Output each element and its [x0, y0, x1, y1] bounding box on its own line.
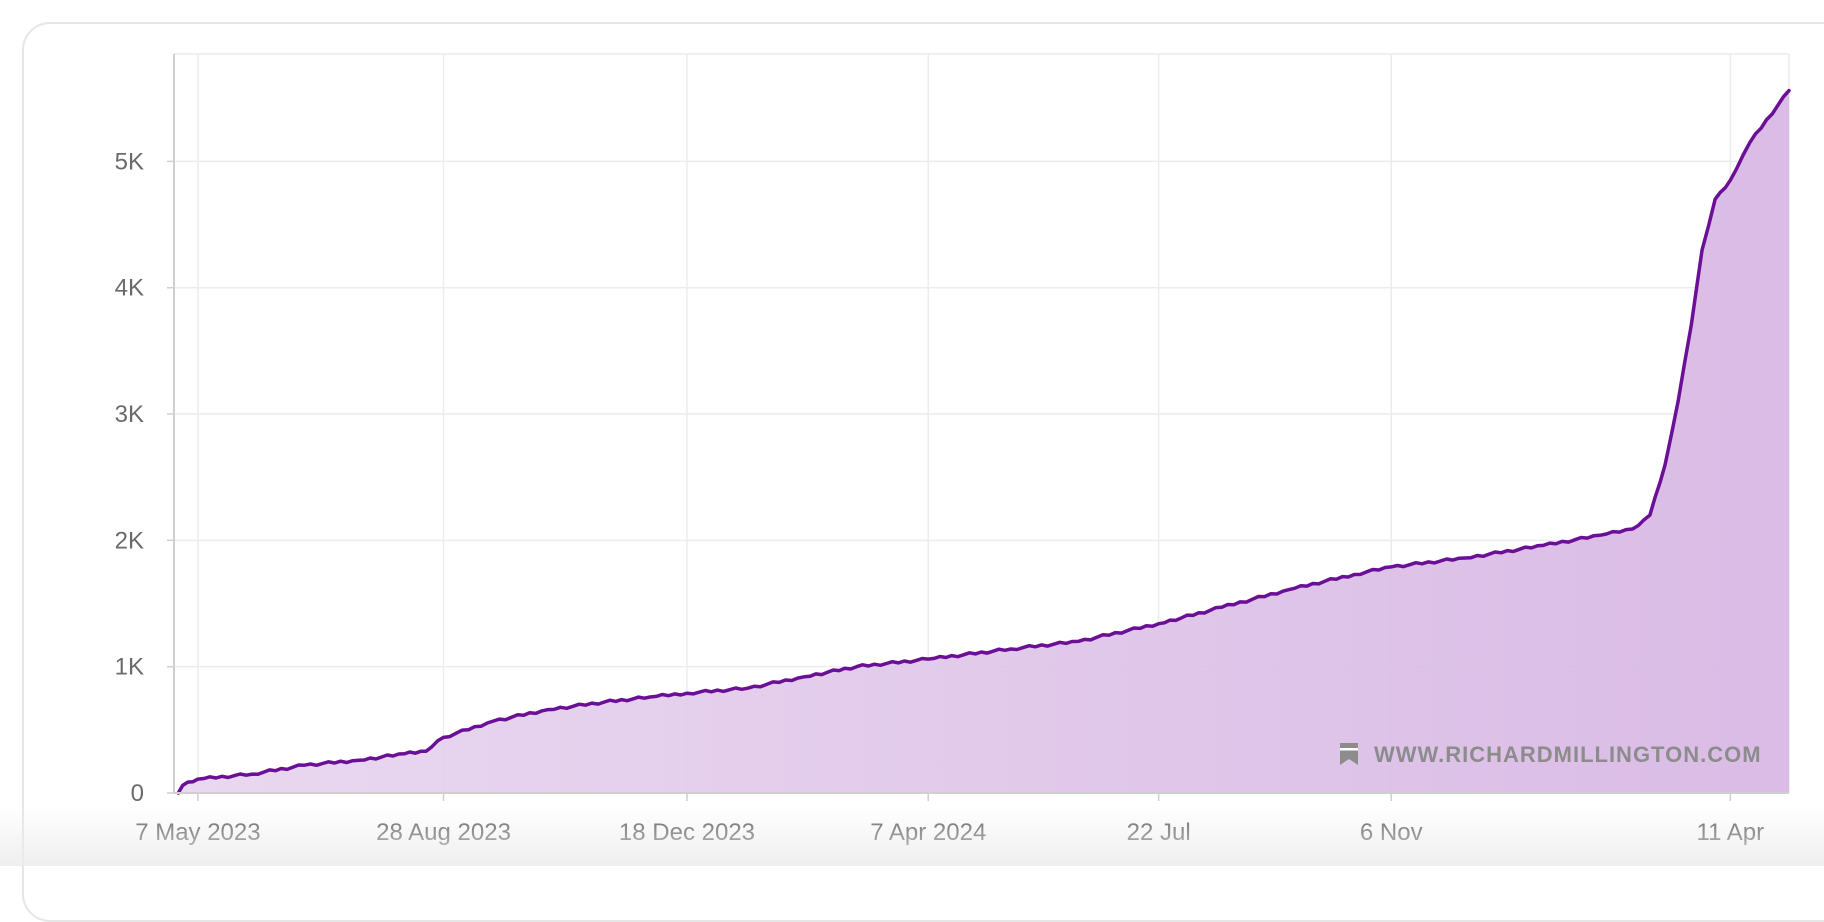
y-tick-label: 3K [115, 401, 144, 428]
y-tick-label: 0 [131, 780, 144, 807]
series-line [176, 88, 1791, 795]
bottom-fade [0, 806, 1824, 866]
y-tick-label: 5K [115, 148, 144, 175]
watermark-text: WWW.RICHARDMILLINGTON.COM [1374, 742, 1762, 767]
y-tick-label: 2K [115, 527, 144, 554]
watermark: WWW.RICHARDMILLINGTON.COM [1340, 742, 1762, 767]
y-tick-label: 1K [115, 654, 144, 681]
axes [167, 54, 1789, 801]
series-area-fill [178, 90, 1789, 794]
y-tick-labels: 0 1K 2K 3K 4K 5K [115, 148, 144, 807]
series-area [176, 88, 1791, 795]
y-tick-label: 4K [115, 275, 144, 302]
